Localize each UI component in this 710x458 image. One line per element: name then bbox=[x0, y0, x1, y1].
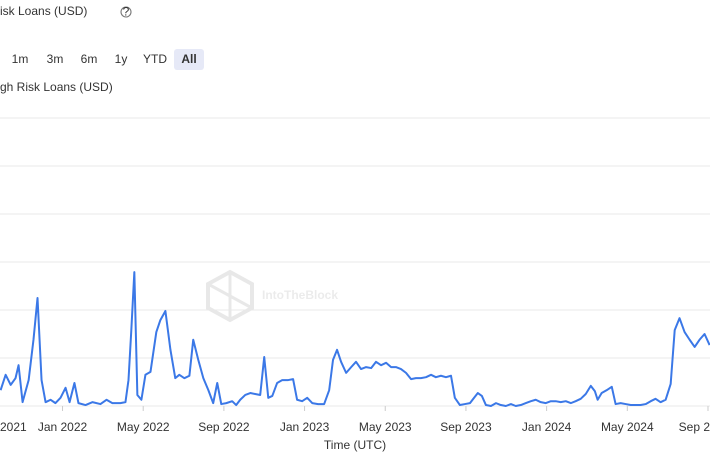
button-label[interactable]: 1m bbox=[12, 52, 29, 66]
x-tick-label: May 2024 bbox=[601, 420, 654, 434]
x-tick-label: May 2022 bbox=[117, 420, 170, 434]
x-tick-label: Jan 2023 bbox=[280, 420, 330, 434]
watermark-text: IntoTheBlock bbox=[262, 288, 338, 302]
range-button[interactable]: 3m bbox=[43, 49, 67, 70]
button-bg[interactable] bbox=[77, 49, 101, 70]
button-label[interactable]: All bbox=[181, 52, 196, 66]
x-tick-label: May 2023 bbox=[359, 420, 412, 434]
x-tick-label: Sep 2022 bbox=[198, 420, 250, 434]
button-bg[interactable] bbox=[43, 49, 67, 70]
button-label[interactable]: 3m bbox=[47, 52, 64, 66]
button-bg[interactable] bbox=[109, 49, 133, 70]
button-bg[interactable] bbox=[174, 49, 204, 70]
x-tick-label: Sep 2 bbox=[679, 420, 710, 434]
range-button[interactable]: 1y bbox=[109, 49, 133, 70]
button-bg[interactable] bbox=[8, 49, 32, 70]
info-icon[interactable]: ? bbox=[120, 5, 132, 19]
data-line bbox=[0, 271, 710, 407]
range-button[interactable]: All bbox=[174, 49, 204, 70]
x-axis-title: Time (UTC) bbox=[324, 438, 386, 452]
button-label[interactable]: 1y bbox=[115, 52, 128, 66]
range-button[interactable]: 6m bbox=[77, 49, 101, 70]
x-tick-label: 2021 bbox=[0, 420, 27, 434]
chart-title: isk Loans (USD) bbox=[0, 4, 87, 18]
button-label[interactable]: 6m bbox=[81, 52, 98, 66]
button-bg[interactable] bbox=[140, 49, 170, 70]
x-tick-label: Jan 2024 bbox=[522, 420, 572, 434]
range-button[interactable]: YTD bbox=[140, 49, 170, 70]
watermark-logo bbox=[206, 269, 254, 323]
x-tick-label: Jan 2022 bbox=[38, 420, 88, 434]
button-label[interactable]: YTD bbox=[143, 52, 167, 66]
range-button[interactable]: 1m bbox=[8, 49, 32, 70]
x-tick-label: Sep 2023 bbox=[440, 420, 492, 434]
svg-text:?: ? bbox=[123, 5, 130, 19]
legend-label: gh Risk Loans (USD) bbox=[0, 80, 113, 94]
